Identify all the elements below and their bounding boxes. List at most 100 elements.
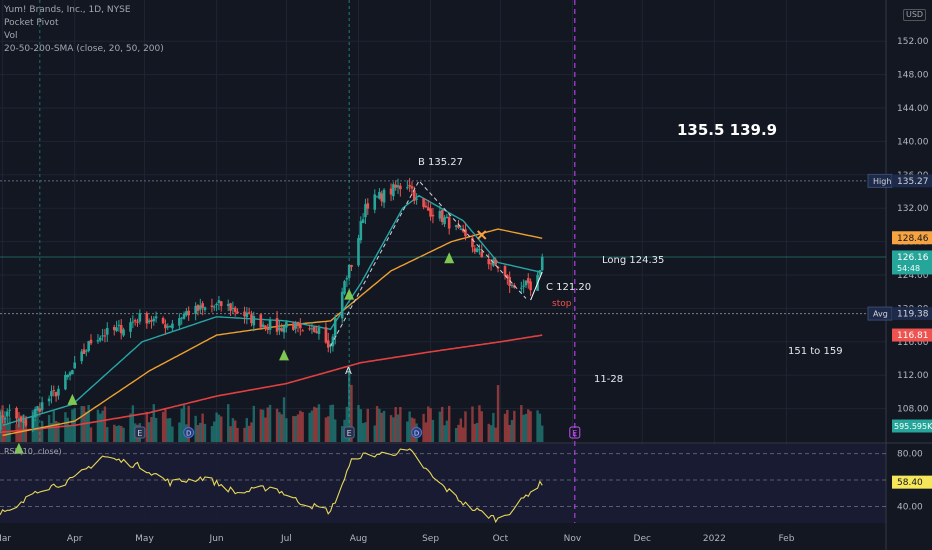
candle xyxy=(408,178,411,192)
candle xyxy=(341,288,344,324)
candle-body xyxy=(332,337,335,347)
volume-bar xyxy=(64,412,66,442)
candle xyxy=(85,349,88,356)
candle-body xyxy=(104,335,107,336)
sma20-line xyxy=(3,196,543,426)
candle-body xyxy=(325,327,328,342)
candle-body xyxy=(97,340,100,341)
candle xyxy=(380,191,383,207)
high-badge-value: 135.27 xyxy=(897,177,929,187)
pocket-pivot-marker xyxy=(67,394,77,405)
candle-body xyxy=(464,229,467,236)
volume-bar xyxy=(357,405,359,442)
candle-body xyxy=(480,251,483,257)
candle-body xyxy=(278,328,281,330)
candle-body xyxy=(280,328,283,331)
volume-bar xyxy=(260,409,262,442)
volume-bar xyxy=(220,416,222,442)
volume-bar xyxy=(211,426,213,442)
candle-body xyxy=(366,203,369,208)
candle-body xyxy=(218,300,221,303)
candle-body xyxy=(360,221,363,240)
candle-body xyxy=(529,281,532,290)
volume-bar xyxy=(399,407,401,442)
volume-bar xyxy=(146,412,148,442)
volume-bar xyxy=(525,414,527,442)
volume-bar xyxy=(150,417,152,442)
volume-bar xyxy=(429,408,431,442)
volume-bar xyxy=(474,424,476,442)
volume-bar xyxy=(53,411,55,442)
candle-body xyxy=(187,311,190,316)
candle xyxy=(259,314,262,330)
price-tick-label: 112.00 xyxy=(897,371,929,381)
candle xyxy=(134,319,137,326)
candle-body xyxy=(0,417,2,430)
indicator-sma[interactable]: 20-50-200-SMA (close, 20, 50, 200) xyxy=(4,43,164,56)
sma50-badge: 128.46 xyxy=(892,231,932,244)
candle-body xyxy=(362,219,365,223)
volume-bar xyxy=(360,409,362,442)
candle xyxy=(266,324,269,334)
volume-bar xyxy=(513,411,515,442)
candle-body xyxy=(343,281,346,294)
candle xyxy=(220,301,223,312)
candle-body xyxy=(427,207,430,210)
candle xyxy=(390,183,393,201)
candle-body xyxy=(99,338,102,341)
candle-body xyxy=(259,314,262,327)
volume-bar xyxy=(120,426,122,442)
candle xyxy=(97,334,100,344)
candle xyxy=(87,341,90,352)
candle xyxy=(350,265,353,271)
dividend-event-icon: D xyxy=(412,428,422,438)
candle xyxy=(373,189,376,213)
candle xyxy=(80,349,83,364)
volume-bar xyxy=(113,425,115,442)
candle-body xyxy=(446,217,449,219)
volume-bar xyxy=(178,422,180,442)
candle-body xyxy=(246,313,249,317)
candle xyxy=(36,406,39,411)
candle xyxy=(522,279,525,293)
candle-body xyxy=(129,322,132,332)
date-annotation: 11-28 xyxy=(594,374,623,385)
candle-body xyxy=(250,314,253,323)
volume-bar xyxy=(334,419,336,442)
candle-body xyxy=(262,325,265,327)
candle-body xyxy=(50,391,53,396)
time-axis[interactable]: Mar Apr May Jun Jul Aug Sep Oct Nov Dec 2022 Feb xyxy=(0,534,795,544)
candle xyxy=(415,193,418,205)
volume-bar xyxy=(527,409,529,442)
volume-bar xyxy=(248,426,250,442)
candle-body xyxy=(415,199,418,200)
candle-body xyxy=(297,322,300,326)
currency-label[interactable]: USD xyxy=(903,9,926,21)
volume-bar xyxy=(57,422,59,442)
candle xyxy=(150,316,153,329)
sma200-badge-value: 116.81 xyxy=(897,331,929,341)
time-tick-label: Aug xyxy=(350,534,368,544)
volume-bar xyxy=(132,405,134,442)
volume-bar xyxy=(508,425,510,442)
sma50-badge-value: 128.46 xyxy=(897,234,929,244)
candle-body xyxy=(64,375,67,389)
volume-bar xyxy=(101,411,103,442)
volume-bar xyxy=(218,415,220,442)
indicator-pocket-pivot[interactable]: Pocket Pivot xyxy=(4,17,164,30)
indicator-volume[interactable]: Vol xyxy=(4,30,164,43)
volume-bar xyxy=(181,409,183,442)
last-price-badge: 126.1654:48 xyxy=(892,250,932,274)
candle-body xyxy=(101,335,104,336)
volume-bar xyxy=(506,410,508,442)
volume-bar xyxy=(283,397,285,442)
symbol-title[interactable]: Yum! Brands, Inc., 1D, NYSE xyxy=(4,4,164,17)
volume-bar xyxy=(311,411,313,442)
volume-bar xyxy=(539,414,541,442)
volume-bar xyxy=(253,406,255,442)
volume-bar xyxy=(332,405,334,442)
candle-body xyxy=(204,307,207,310)
candle-body xyxy=(183,314,186,319)
volume-bar xyxy=(341,426,343,442)
